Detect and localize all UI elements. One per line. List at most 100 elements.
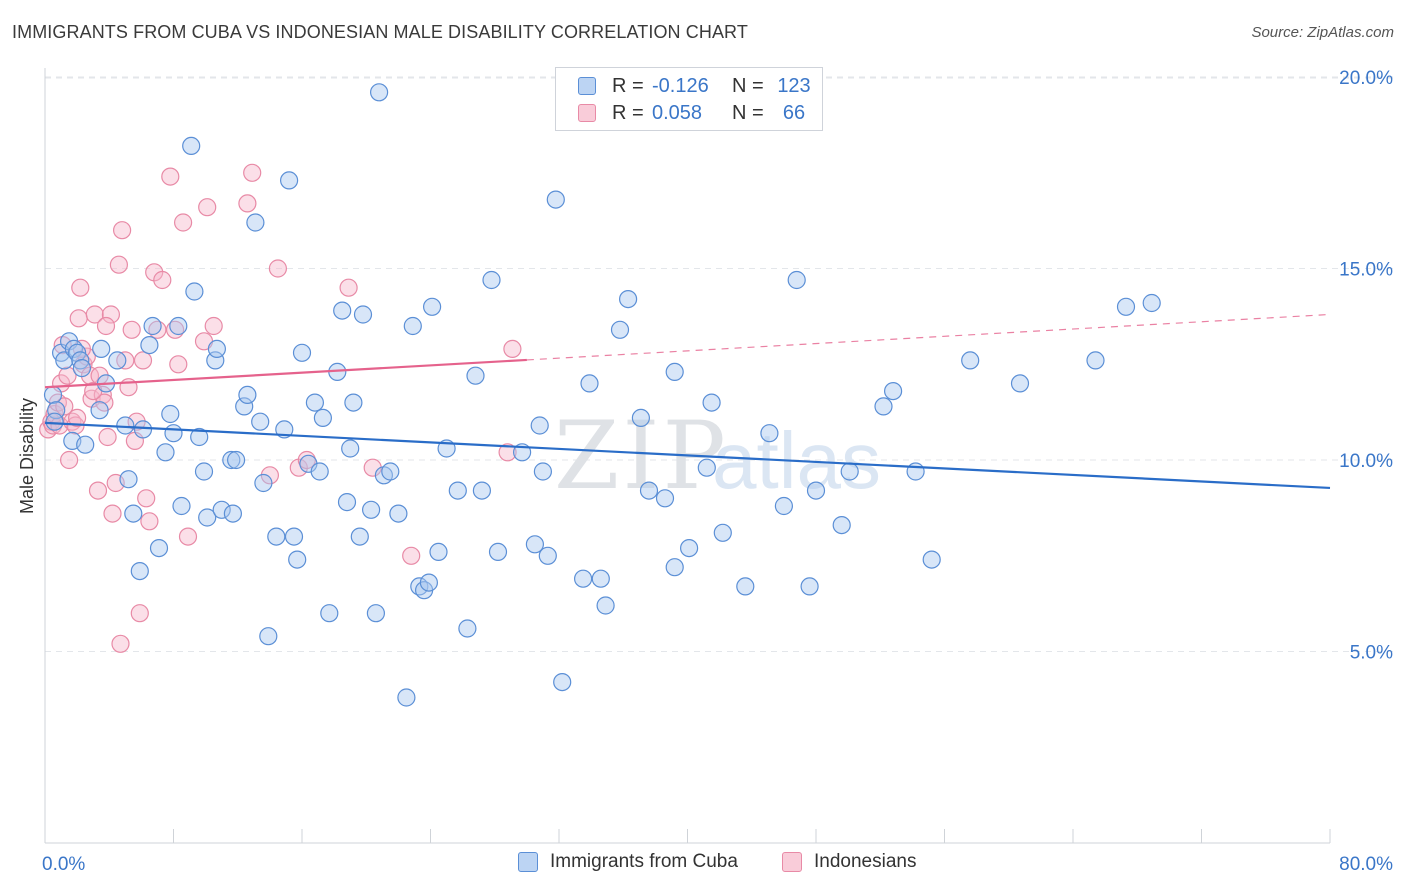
legend-n-label: N = <box>732 74 764 97</box>
cuba-point <box>235 397 254 416</box>
legend-r-value: -0.126 <box>652 74 709 97</box>
cuba-point <box>119 470 138 489</box>
x-tick-label-min: 0.0% <box>42 854 85 875</box>
cuba-point <box>458 619 477 638</box>
series-cuba-points <box>43 83 1161 707</box>
cuba-point <box>275 420 294 439</box>
cuba-point <box>655 489 675 508</box>
legend-swatch-pink <box>782 852 802 872</box>
cuba-point <box>341 439 360 458</box>
cuba-point <box>713 523 732 542</box>
trend-line-pink-extrapolated <box>526 313 1331 361</box>
indonesian-point <box>243 163 262 182</box>
cuba-point <box>702 393 721 412</box>
cuba-point <box>639 481 659 500</box>
cuba-point <box>156 443 175 462</box>
cuba-point <box>874 397 893 416</box>
cuba-point <box>448 481 467 500</box>
indonesian-point <box>71 278 90 297</box>
legend-r-value: 0.058 <box>652 101 703 124</box>
cuba-point <box>71 351 90 370</box>
indonesian-point <box>101 305 121 324</box>
legend-n-label: N = <box>732 101 764 124</box>
indonesian-point <box>140 512 159 531</box>
indonesian-point <box>93 385 112 404</box>
cuba-point <box>207 339 226 358</box>
indonesian-point <box>96 316 116 336</box>
trend-lines <box>44 313 1331 490</box>
indonesian-point <box>133 351 153 370</box>
cuba-point <box>883 382 903 401</box>
indonesian-point <box>88 481 108 500</box>
cuba-point <box>482 270 501 290</box>
indonesian-point <box>178 527 198 546</box>
chart-source: Source: ZipAtlas.com <box>1251 24 1394 41</box>
y-tick-label: 5.0% <box>1350 643 1393 664</box>
cuba-point <box>362 500 381 519</box>
cuba-point <box>222 450 241 470</box>
cuba-point <box>774 496 794 516</box>
cuba-point <box>130 561 149 581</box>
indonesian-point <box>98 427 117 447</box>
axes <box>44 68 1331 844</box>
cuba-point <box>553 672 572 692</box>
cuba-point <box>344 393 363 412</box>
indonesian-point <box>161 167 180 186</box>
indonesian-point <box>67 408 87 427</box>
cuba-point <box>259 627 278 646</box>
cuba-point <box>116 416 135 435</box>
legend-n-value: 123 <box>777 74 811 97</box>
cuba-point <box>618 290 638 309</box>
cuba-point <box>697 458 716 477</box>
cuba-point <box>164 424 183 443</box>
y-tick-label: 20.0% <box>1339 68 1393 89</box>
cuba-point <box>185 282 204 301</box>
cuba-point <box>429 542 448 562</box>
chart-title: IMMIGRANTS FROM CUBA VS INDONESIAN MALE … <box>12 22 748 42</box>
legend-swatch-blue <box>578 77 596 95</box>
cuba-point <box>206 351 225 370</box>
indonesian-point <box>339 278 358 297</box>
cuba-point <box>533 462 553 481</box>
cuba-point <box>92 339 111 358</box>
indonesian-point <box>111 634 130 653</box>
cuba-point <box>169 316 188 336</box>
indonesian-point <box>204 316 223 336</box>
cuba-point <box>143 316 162 336</box>
cuba-point <box>284 527 304 546</box>
cuba-point <box>43 385 63 404</box>
indonesian-point <box>122 320 141 339</box>
legend-swatch-blue <box>518 852 538 872</box>
cuba-point <box>403 316 422 336</box>
cuba-point <box>538 546 557 565</box>
cuba-point <box>47 401 66 420</box>
legend-n-value: 66 <box>782 101 806 124</box>
cuba-point <box>665 362 684 381</box>
cuba-point <box>246 213 265 232</box>
cuba-point <box>665 558 684 577</box>
cuba-point <box>172 496 191 516</box>
cuba-point <box>591 569 610 588</box>
legend-label-cuba: Immigrants from Cuba <box>550 851 738 872</box>
cuba-point <box>76 435 95 454</box>
cuba-point <box>124 504 143 523</box>
cuba-point <box>149 538 169 558</box>
cuba-point <box>350 527 369 546</box>
cuba-point <box>238 385 257 404</box>
cuba-point <box>806 481 826 500</box>
legend-item-cuba: Immigrants from Cuba <box>518 851 738 873</box>
cuba-point <box>194 462 214 481</box>
cuba-point <box>366 604 385 623</box>
cuba-point <box>251 412 270 431</box>
indonesian-point <box>112 221 132 240</box>
cuba-point <box>305 393 324 412</box>
cuba-point <box>922 550 941 569</box>
cuba-point <box>140 336 159 355</box>
cuba-point <box>679 538 699 558</box>
indonesian-point <box>198 198 217 217</box>
cuba-point <box>108 351 127 370</box>
indonesian-point <box>498 443 517 462</box>
cuba-point <box>546 190 565 209</box>
cuba-point <box>190 427 209 447</box>
